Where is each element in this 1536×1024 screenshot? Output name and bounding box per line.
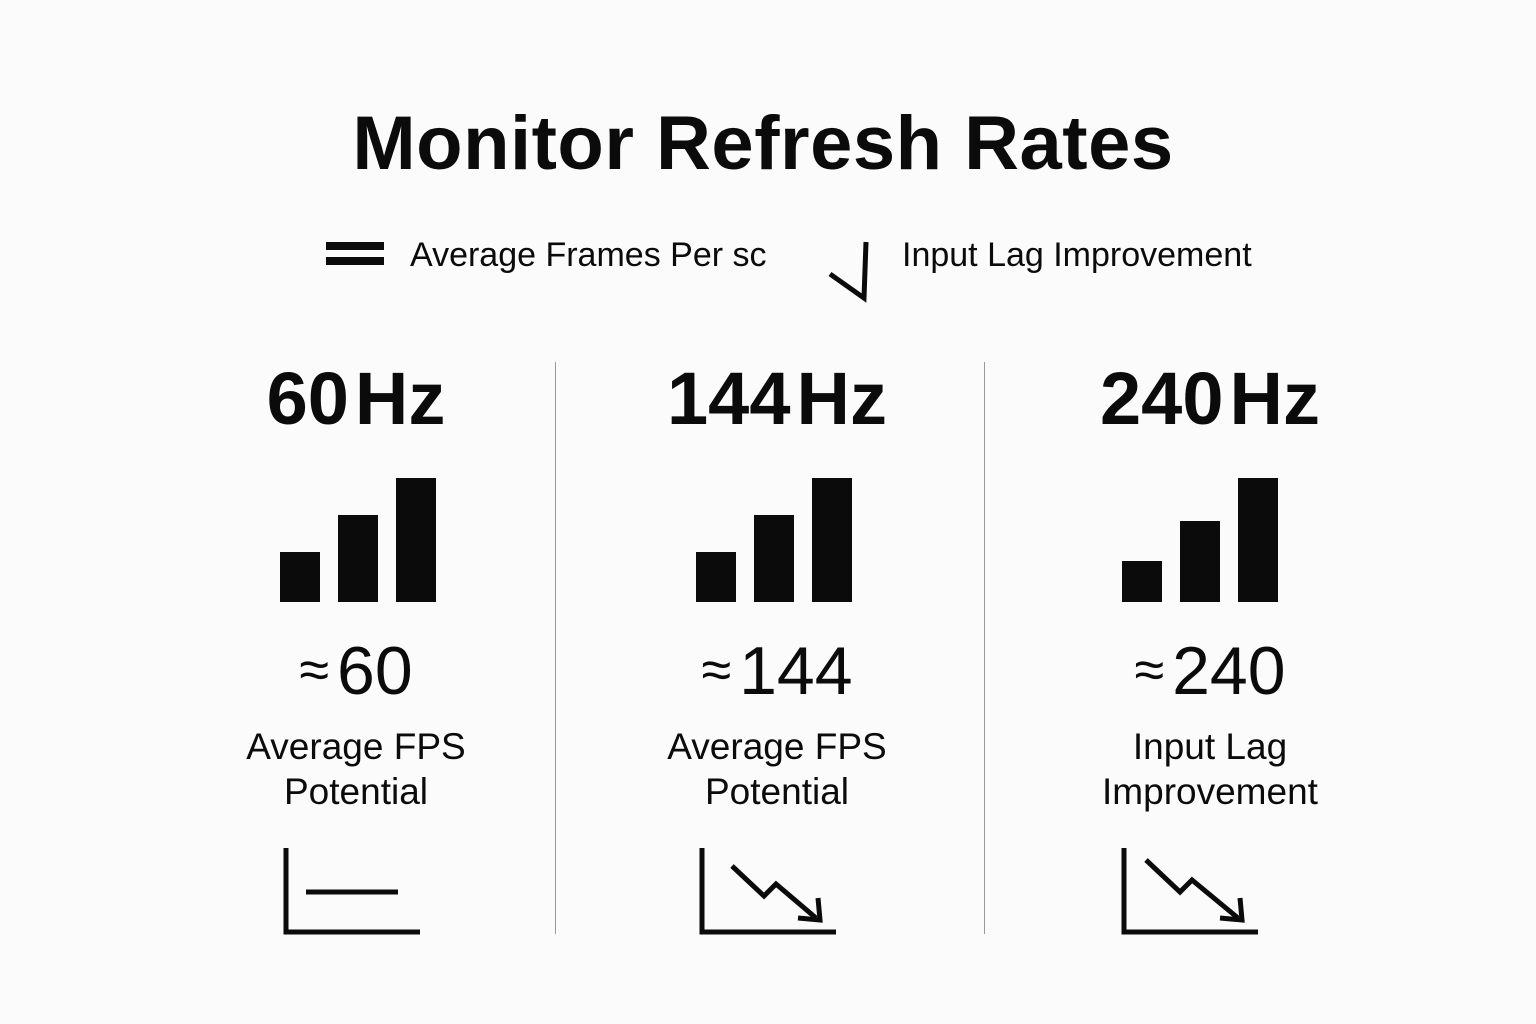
approx-symbol: ≈ — [701, 640, 732, 700]
bar-large — [1238, 478, 1278, 602]
bar-medium — [338, 515, 378, 602]
bar-medium — [1180, 521, 1220, 602]
refresh-column-144: 144Hz ≈144 Average FPS Potential — [572, 0, 982, 1024]
downtrend-chart-icon — [1121, 848, 1258, 935]
metric-label: Input Lag Improvement — [1000, 724, 1420, 814]
column-divider — [984, 362, 985, 934]
refresh-value: 240 — [1100, 357, 1224, 440]
metric-line-1: Average FPS — [667, 726, 887, 767]
flat-line-chart-icon — [283, 848, 420, 935]
approx-value: ≈60 — [156, 632, 556, 710]
metric-line-1: Average FPS — [246, 726, 466, 767]
approx-symbol: ≈ — [1134, 640, 1165, 700]
bar-chart-icon — [1122, 478, 1278, 602]
bar-small — [280, 552, 320, 602]
metric-line-2: Potential — [284, 771, 428, 812]
downtrend-chart-icon — [699, 848, 836, 935]
metric-label: Average FPS Potential — [572, 724, 982, 814]
column-divider — [555, 362, 556, 934]
refresh-rate-label: 240Hz — [1000, 356, 1420, 441]
bar-chart-icon — [696, 478, 852, 602]
bar-large — [396, 478, 436, 602]
approx-number: 240 — [1172, 633, 1286, 709]
approx-value: ≈240 — [1000, 632, 1420, 710]
refresh-column-240: 240Hz ≈240 Input Lag Improvement — [1000, 0, 1420, 1024]
page-title: Monitor Refresh Rates — [352, 101, 1174, 186]
approx-value: ≈144 — [572, 632, 982, 710]
metric-label: Average FPS Potential — [156, 724, 556, 814]
bar-large — [812, 478, 852, 602]
bar-small — [696, 552, 736, 602]
approx-number: 60 — [337, 633, 413, 709]
legend-fps-label: Average Frames Per sc — [410, 236, 767, 274]
refresh-unit: Hz — [354, 357, 446, 440]
approx-number: 144 — [739, 633, 853, 709]
refresh-value: 60 — [266, 357, 349, 440]
refresh-unit: Hz — [796, 357, 887, 440]
approx-symbol: ≈ — [299, 640, 329, 700]
refresh-rate-label: 144Hz — [572, 356, 982, 441]
metric-line-1: Input Lag — [1132, 726, 1288, 767]
check-arrow-icon — [828, 241, 869, 303]
refresh-unit: Hz — [1229, 357, 1320, 440]
refresh-rate-label: 60Hz — [156, 356, 556, 441]
bar-chart-icon — [280, 478, 436, 602]
refresh-column-60: 60Hz ≈60 Average FPS Potential — [156, 0, 556, 1024]
legend-lag-label: Input Lag Improvement — [902, 236, 1252, 274]
bar-medium — [754, 515, 794, 602]
double-bar-icon — [326, 242, 384, 265]
bar-small — [1122, 561, 1162, 602]
metric-line-2: Improvement — [1102, 771, 1318, 812]
refresh-value: 144 — [667, 357, 791, 440]
metric-line-2: Potential — [705, 771, 849, 812]
